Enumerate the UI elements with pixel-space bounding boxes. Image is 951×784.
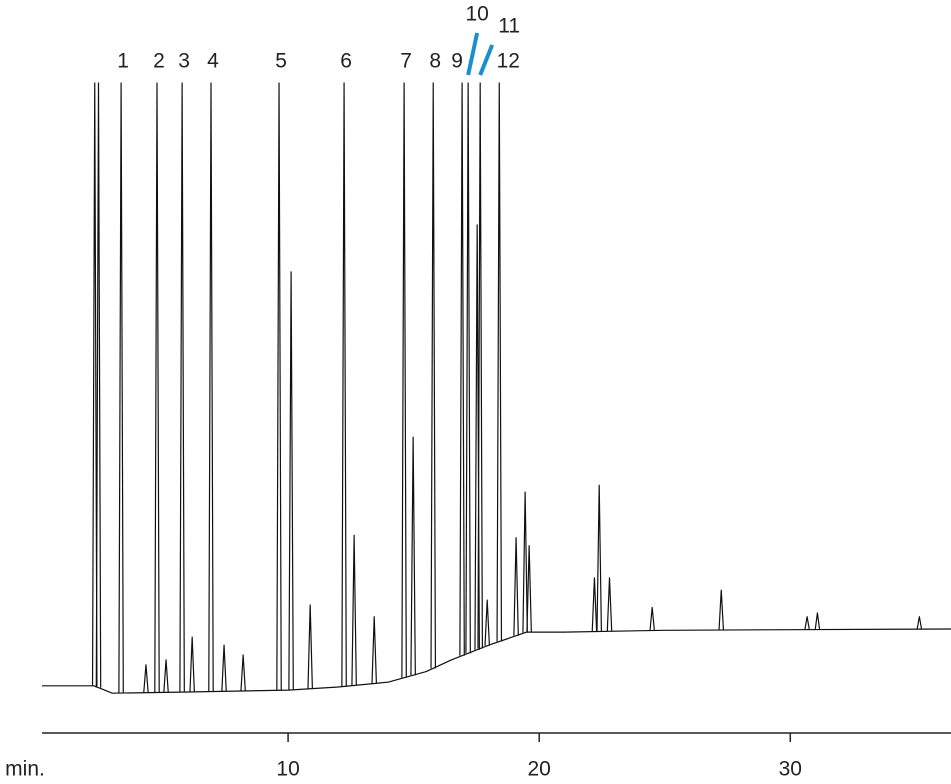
peak (513, 537, 519, 636)
labeled-peak (465, 82, 471, 654)
peak (522, 491, 528, 633)
peak-label: 7 (400, 50, 412, 73)
x-axis-label: min. (5, 758, 45, 781)
peak (606, 577, 613, 632)
labeled-peak (276, 82, 282, 691)
labeled-peak (459, 82, 465, 656)
peak (307, 604, 313, 689)
labeled-peak (154, 82, 160, 693)
labeled-peak (401, 82, 407, 678)
labeled-peak (118, 82, 124, 694)
baseline-trace (42, 628, 951, 694)
peak (351, 534, 357, 686)
peak-label: 6 (340, 50, 352, 73)
peak (649, 606, 655, 631)
peak-label: 10 (465, 3, 488, 26)
peak (288, 271, 294, 690)
labeled-peak (341, 82, 347, 687)
leader-line (466, 32, 480, 76)
peak (484, 599, 491, 646)
peak-label: 12 (497, 50, 520, 73)
peak-label: 8 (429, 50, 441, 73)
peak (591, 577, 598, 632)
peak (804, 616, 810, 630)
peak (240, 654, 246, 691)
labeled-peak (477, 82, 483, 649)
x-tick-label: 10 (276, 758, 299, 781)
peak (163, 659, 169, 693)
x-tick-label: 20 (528, 758, 551, 781)
peak (95, 82, 102, 688)
peak-label: 4 (207, 50, 219, 73)
peak (526, 545, 532, 633)
peak-label: 3 (178, 50, 190, 73)
peak (143, 664, 149, 693)
peak (221, 644, 227, 692)
labeled-peak (208, 82, 214, 692)
labeled-peak (179, 82, 185, 693)
peak (371, 616, 378, 684)
peak (916, 616, 923, 630)
peak-label: 5 (275, 50, 287, 73)
peak-label: 2 (153, 50, 165, 73)
peak-label: 11 (498, 15, 520, 38)
peak (91, 82, 98, 687)
leader-line (478, 44, 495, 76)
peak-label: 1 (117, 50, 129, 73)
peak (596, 484, 603, 632)
peak-label: 9 (451, 50, 463, 73)
peak (718, 589, 725, 631)
peak (189, 636, 195, 692)
peak (410, 436, 416, 676)
labeled-peak (430, 82, 437, 669)
peak (814, 612, 821, 630)
labeled-peak (496, 82, 503, 642)
x-tick-label: 30 (779, 758, 802, 781)
